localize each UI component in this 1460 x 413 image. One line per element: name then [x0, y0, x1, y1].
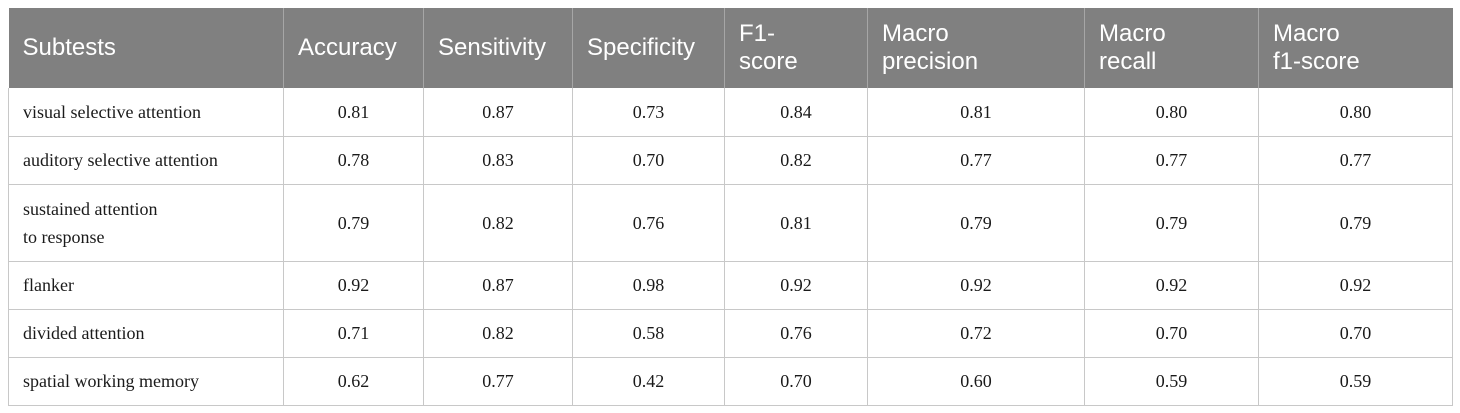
macro-precision-cell: 0.92 — [867, 261, 1085, 310]
table-row: auditory selective attention 0.78 0.83 0… — [8, 136, 1453, 185]
macro-recall-cell: 0.70 — [1084, 309, 1259, 358]
table-row: flanker 0.92 0.87 0.98 0.92 0.92 0.92 0.… — [8, 261, 1453, 310]
macro-precision-cell: 0.72 — [867, 309, 1085, 358]
subtest-label: spatial working memory — [23, 371, 199, 391]
subtest-label: visual selective attention — [23, 101, 201, 122]
sensitivity-cell: 0.83 — [423, 136, 573, 185]
sensitivity-cell: 0.77 — [423, 357, 573, 406]
accuracy-cell: 0.81 — [283, 88, 424, 137]
macro-recall-cell: 0.79 — [1084, 184, 1259, 262]
subtest-name: auditory selective attention — [8, 136, 284, 185]
macro-f1-score-cell: 0.77 — [1258, 136, 1453, 185]
accuracy-cell: 0.92 — [283, 261, 424, 310]
header-macro-f1-score: Macro f1-score — [1258, 8, 1453, 88]
macro-f1-score-cell: 0.80 — [1258, 88, 1453, 137]
accuracy-cell: 0.79 — [283, 184, 424, 262]
header-sensitivity: Sensitivity — [423, 8, 573, 88]
subtest-name: flanker — [8, 261, 284, 310]
accuracy-cell: 0.71 — [283, 309, 424, 358]
header-specificity: Specificity — [572, 8, 725, 88]
sensitivity-cell: 0.82 — [423, 184, 573, 262]
header-macro-recall: Macro recall — [1084, 8, 1259, 88]
f1-score-cell: 0.76 — [724, 309, 868, 358]
macro-precision-cell: 0.60 — [867, 357, 1085, 406]
macro-f1-score-cell: 0.92 — [1258, 261, 1453, 310]
specificity-cell: 0.58 — [572, 309, 725, 358]
header-f1-score: F1- score — [724, 8, 868, 88]
specificity-cell: 0.42 — [572, 357, 725, 406]
header-subtests: Subtests — [8, 8, 284, 88]
f1-score-cell: 0.84 — [724, 88, 868, 137]
macro-recall-cell: 0.59 — [1084, 357, 1259, 406]
subtest-label: divided attention — [23, 323, 145, 343]
subtest-label: sustained attention to response — [23, 198, 158, 247]
results-table: Subtests Accuracy Sensitivity Specificit… — [8, 8, 1453, 406]
results-table-container: Subtests Accuracy Sensitivity Specificit… — [8, 8, 1453, 406]
f1-score-cell: 0.82 — [724, 136, 868, 185]
subtest-name: divided attention — [8, 309, 284, 358]
subtest-name: visual selective attention — [8, 88, 284, 137]
specificity-cell: 0.70 — [572, 136, 725, 185]
macro-precision-cell: 0.79 — [867, 184, 1085, 262]
sensitivity-cell: 0.82 — [423, 309, 573, 358]
macro-recall-cell: 0.80 — [1084, 88, 1259, 137]
table-row: divided attention 0.71 0.82 0.58 0.76 0.… — [8, 309, 1453, 358]
f1-score-cell: 0.81 — [724, 184, 868, 262]
subtest-name: sustained attention to response — [8, 184, 284, 262]
specificity-cell: 0.98 — [572, 261, 725, 310]
sensitivity-cell: 0.87 — [423, 88, 573, 137]
subtest-label: flanker — [23, 275, 74, 295]
f1-score-cell: 0.70 — [724, 357, 868, 406]
macro-precision-cell: 0.77 — [867, 136, 1085, 185]
subtest-label: auditory selective attention — [23, 150, 218, 170]
specificity-cell: 0.73 — [572, 88, 725, 137]
sensitivity-cell: 0.87 — [423, 261, 573, 310]
f1-score-cell: 0.92 — [724, 261, 868, 310]
table-row: spatial working memory 0.62 0.77 0.42 0.… — [8, 357, 1453, 406]
header-accuracy: Accuracy — [283, 8, 424, 88]
macro-f1-score-cell: 0.79 — [1258, 184, 1453, 262]
table-row: visual selective attention 0.81 0.87 0.7… — [8, 88, 1453, 137]
header-macro-precision: Macro precision — [867, 8, 1085, 88]
macro-recall-cell: 0.77 — [1084, 136, 1259, 185]
table-header-row: Subtests Accuracy Sensitivity Specificit… — [8, 8, 1453, 88]
table-row: sustained attention to response 0.79 0.8… — [8, 184, 1453, 262]
macro-f1-score-cell: 0.59 — [1258, 357, 1453, 406]
subtest-name: spatial working memory — [8, 357, 284, 406]
macro-recall-cell: 0.92 — [1084, 261, 1259, 310]
accuracy-cell: 0.62 — [283, 357, 424, 406]
macro-precision-cell: 0.81 — [867, 88, 1085, 137]
accuracy-cell: 0.78 — [283, 136, 424, 185]
specificity-cell: 0.76 — [572, 184, 725, 262]
macro-f1-score-cell: 0.70 — [1258, 309, 1453, 358]
